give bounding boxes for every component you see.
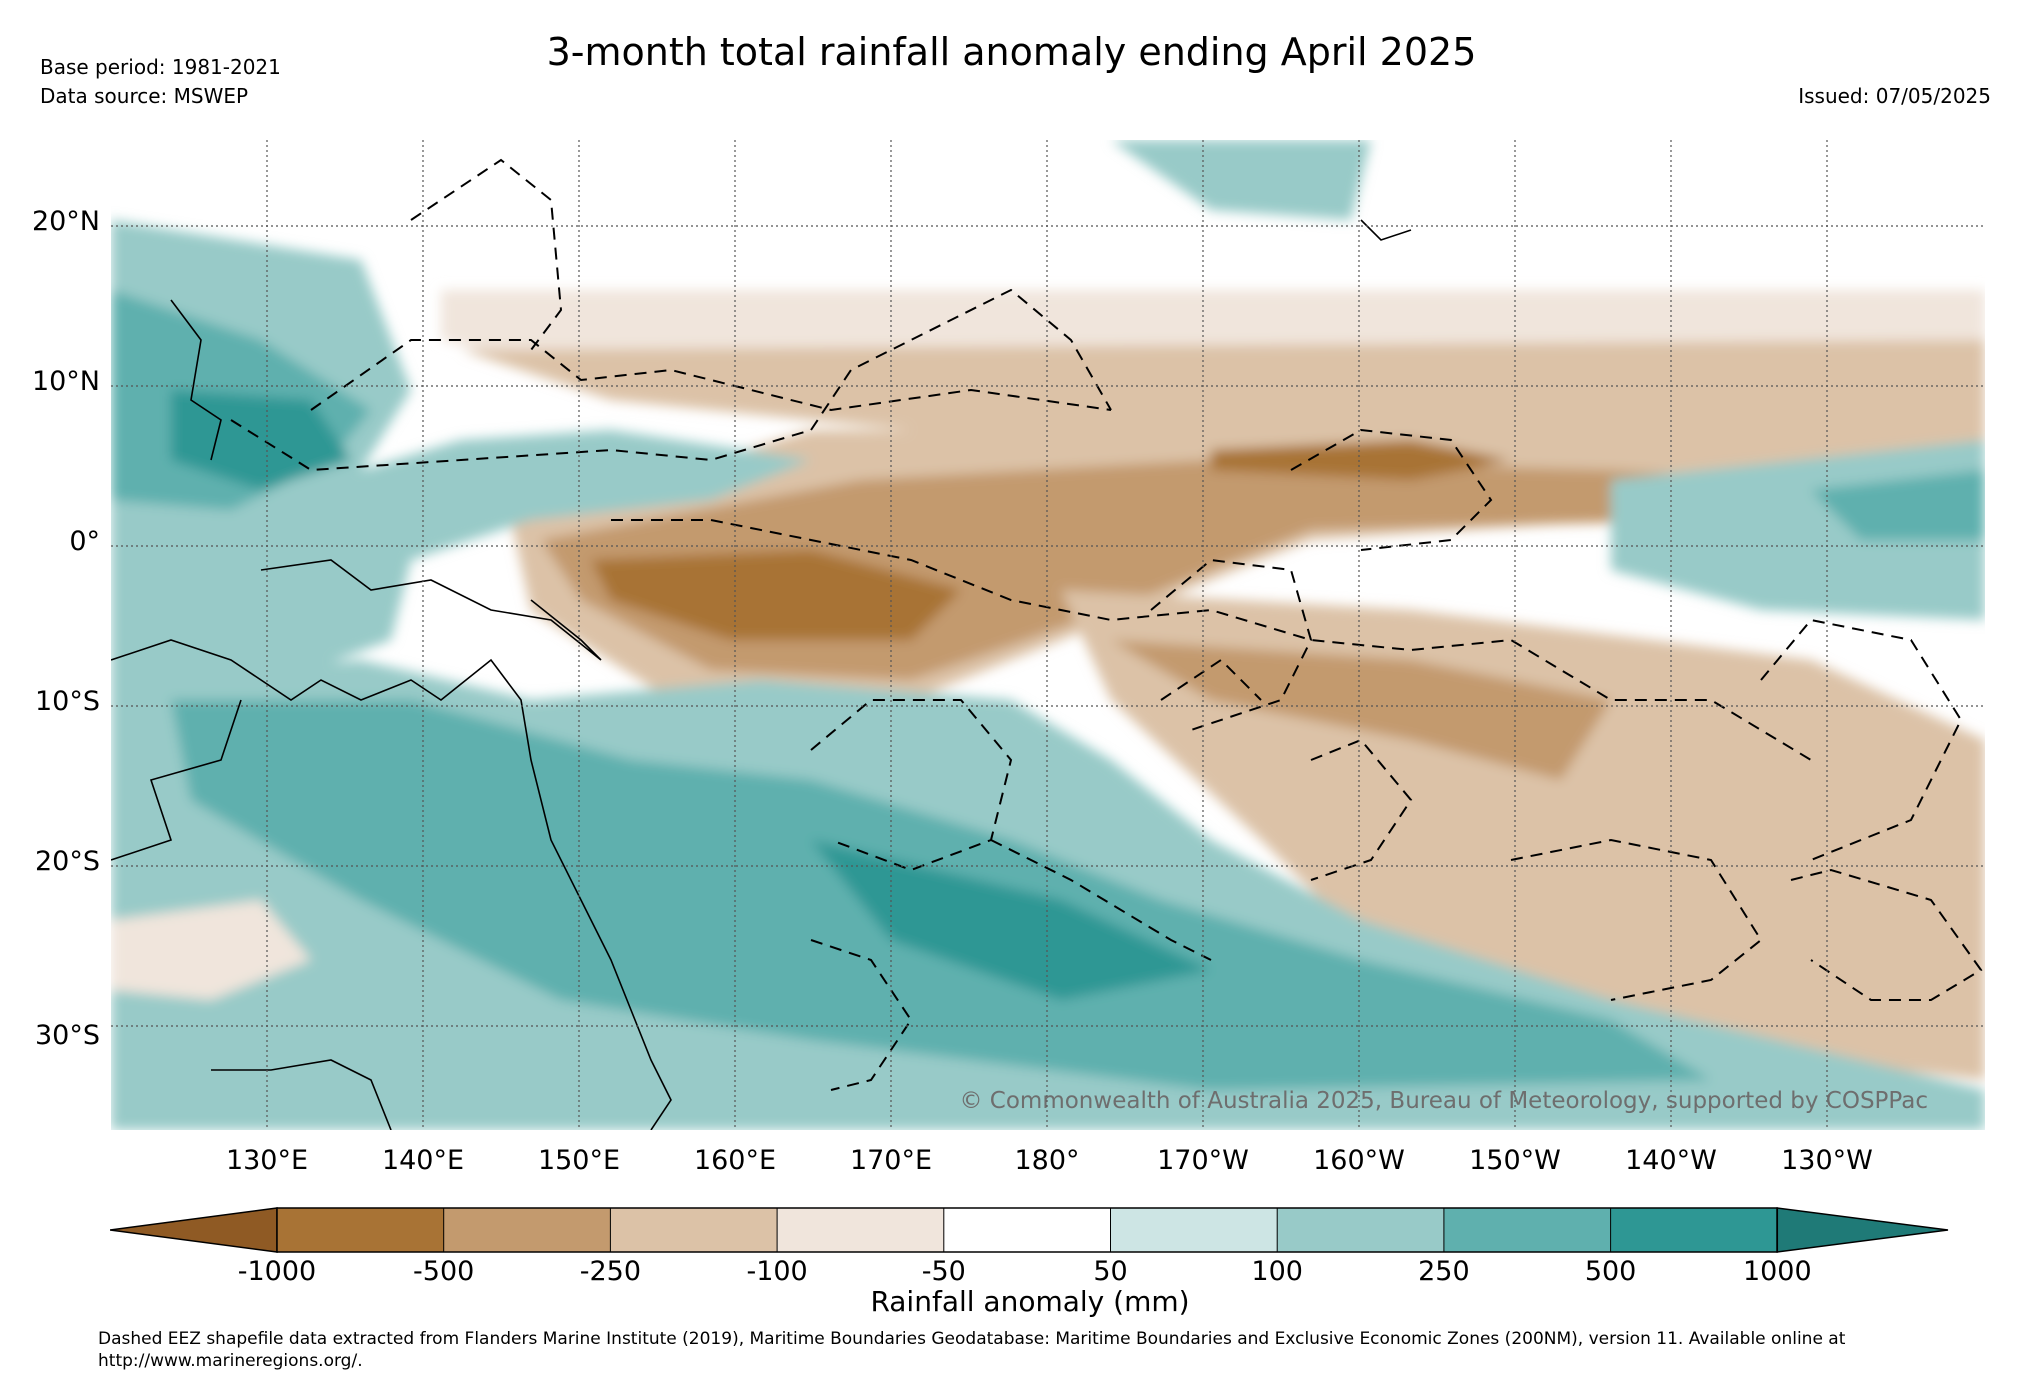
colorbar-title: Rainfall anomaly (mm) xyxy=(870,1285,1190,1318)
eez-boundaries xyxy=(230,158,1983,1091)
colorbar-tick-label: 250 xyxy=(1418,1256,1470,1287)
graticule xyxy=(111,140,1985,1130)
colorbar-segment xyxy=(443,1207,612,1253)
data-source-text: Data source: MSWEP xyxy=(40,84,249,108)
longitude-label: 130°W xyxy=(1781,1145,1873,1176)
colorbar-segment xyxy=(776,1207,945,1253)
copyright-text: © Commonwealth of Australia 2025, Bureau… xyxy=(959,1088,1928,1114)
colorbar-tick-label: -50 xyxy=(921,1256,966,1287)
latitude-label: 0° xyxy=(69,526,100,557)
latitude-label: 20°S xyxy=(35,846,100,877)
latitude-label: 10°S xyxy=(35,686,100,717)
longitude-label: 180° xyxy=(1014,1145,1080,1176)
longitude-label: 150°E xyxy=(537,1145,621,1176)
colorbar-tick-label: -1000 xyxy=(237,1256,317,1287)
footnote: Dashed EEZ shapefile data extracted from… xyxy=(98,1329,1846,1371)
colorbar-tick-label: -100 xyxy=(746,1256,808,1287)
colorbar-tick-label: 500 xyxy=(1584,1256,1637,1287)
colorbar-extend-low xyxy=(110,1207,278,1253)
rainfall-anomaly-map xyxy=(111,140,1985,1130)
issued-date-text: Issued: 07/05/2025 xyxy=(1798,84,1991,108)
anomaly-field xyxy=(111,140,1985,1130)
base-period-text: Base period: 1981-2021 xyxy=(40,55,281,79)
colorbar-segment xyxy=(1443,1207,1612,1253)
colorbar-tick-label: 50 xyxy=(1093,1256,1128,1287)
coastlines xyxy=(111,219,1412,1130)
colorbar xyxy=(110,1207,1949,1253)
map-title: 3-month total rainfall anomaly ending Ap… xyxy=(546,30,1477,74)
longitude-label: 160°E xyxy=(693,1145,777,1176)
colorbar-segment xyxy=(943,1207,1112,1253)
longitude-label: 140°W xyxy=(1625,1145,1717,1176)
colorbar-segment xyxy=(1110,1207,1279,1253)
longitude-label: 170°W xyxy=(1157,1145,1249,1176)
colorbar-tick-label: 100 xyxy=(1251,1256,1303,1287)
colorbar-segment xyxy=(1610,1207,1779,1253)
colorbar-extend-high xyxy=(1776,1207,1949,1253)
latitude-label: 20°N xyxy=(31,206,100,237)
latitude-label: 10°N xyxy=(31,366,100,397)
colorbar-tick-label: -500 xyxy=(413,1256,475,1287)
longitude-label: 130°E xyxy=(225,1145,309,1176)
colorbar-segment xyxy=(276,1207,445,1253)
colorbar-tick-label: -250 xyxy=(579,1256,642,1287)
latitude-label: 30°S xyxy=(35,1020,100,1051)
longitude-label: 140°E xyxy=(381,1145,465,1176)
colorbar-segment xyxy=(609,1207,779,1253)
colorbar-segment xyxy=(1276,1207,1445,1253)
longitude-label: 150°W xyxy=(1469,1145,1561,1176)
colorbar-tick-label: 1000 xyxy=(1742,1256,1812,1287)
longitude-label: 160°W xyxy=(1313,1145,1405,1176)
longitude-label: 170°E xyxy=(849,1145,933,1176)
